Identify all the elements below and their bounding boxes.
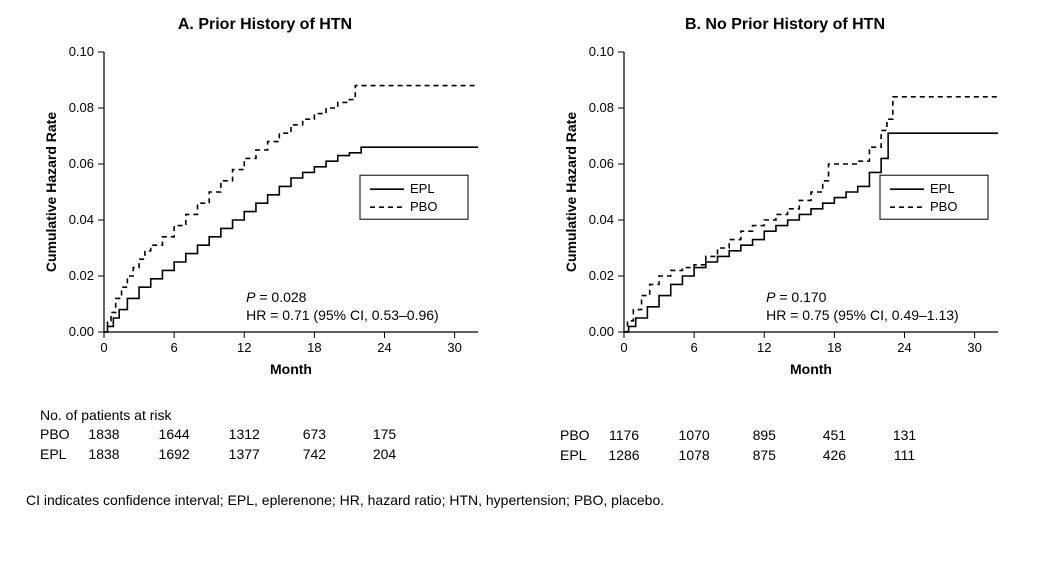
svg-text:0.04: 0.04	[69, 212, 94, 227]
svg-text:0.02: 0.02	[589, 268, 614, 283]
risk-label-pbo: PBO	[560, 426, 590, 445]
svg-text:Month: Month	[270, 361, 312, 377]
stats-p: P = 0.170	[766, 289, 827, 305]
stats-hr: HR = 0.75 (95% CI, 0.49–1.13)	[766, 307, 959, 323]
svg-text:Cumulative Hazard Rate: Cumulative Hazard Rate	[563, 112, 579, 272]
svg-text:24: 24	[897, 340, 911, 355]
risk-cell: 895	[753, 426, 776, 445]
svg-text:0.10: 0.10	[69, 44, 94, 59]
svg-text:0.06: 0.06	[69, 156, 94, 171]
risk-row-pbo: PBO 1176 1070 895 451 131	[560, 426, 1010, 446]
stats-hr: HR = 0.71 (95% CI, 0.53–0.96)	[246, 307, 439, 323]
svg-text:0.04: 0.04	[589, 212, 614, 227]
risk-row-epl: EPL 1286 1078 875 426 111	[560, 446, 1010, 466]
risk-cell: 1838	[88, 425, 119, 444]
risk-cell: 1377	[229, 445, 260, 464]
legend-epl-label: EPL	[930, 181, 955, 196]
risk-cell: 673	[303, 425, 326, 444]
svg-text:0.08: 0.08	[69, 100, 94, 115]
svg-text:0: 0	[620, 340, 627, 355]
panel-b-plot: 0.00 0.02 0.04 0.06 0.08 0.10 0 6 12 18 24 30 Cumula…	[560, 42, 1010, 385]
svg-text:18: 18	[827, 340, 841, 355]
svg-text:Month: Month	[790, 361, 832, 377]
risk-label-epl: EPL	[560, 446, 586, 465]
risk-cell: 742	[303, 445, 326, 464]
legend-epl-label: EPL	[410, 181, 435, 196]
risk-cell: 1176	[609, 426, 639, 445]
panel-b: B. No Prior History of HTN 0.000.020.040…	[560, 16, 1010, 385]
panel-b-title: B. No Prior History of HTN	[560, 16, 1010, 34]
risk-cell: 1838	[88, 445, 119, 464]
risk-cell: 175	[373, 425, 396, 444]
panel-b-svg: 0.00 0.02 0.04 0.06 0.08 0.10 0 6 12 18 24 30 Cumula…	[560, 42, 1010, 382]
risk-cell: 1644	[159, 425, 190, 444]
risk-row-pbo: PBO 1838 1644 1312 673 175	[40, 425, 490, 445]
risk-block-a: No. of patients at risk PBO 1838 1644 1312 6…	[40, 407, 490, 466]
risk-cell: 875	[753, 446, 776, 465]
panel-a: A. Prior History of HTN 0.00 0.02 0.04 0.06…	[40, 16, 490, 385]
risk-cell: 131	[893, 426, 916, 445]
svg-text:Cumulative Hazard Rate: Cumulative Hazard Rate	[43, 112, 59, 272]
risk-tables: No. of patients at risk PBO 1838 1644 1312 6…	[20, 407, 1030, 466]
stats-p: P = 0.028	[246, 289, 307, 305]
legend-pbo-label: PBO	[410, 199, 437, 214]
risk-cell: 451	[823, 426, 846, 445]
risk-cell: 1692	[159, 445, 190, 464]
panels-container: A. Prior History of HTN 0.00 0.02 0.04 0.06…	[20, 16, 1030, 385]
risk-cell: 426	[823, 446, 846, 465]
risk-row-epl: EPL 1838 1692 1377 742 204	[40, 445, 490, 465]
panel-a-plot: 0.00 0.02 0.04 0.06 0.08 0.10 0 6 12 18 24 30 Cumula…	[40, 42, 490, 385]
svg-text:30: 30	[447, 340, 461, 355]
panel-a-svg: 0.00 0.02 0.04 0.06 0.08 0.10 0 6 12 18 24 30 Cumula…	[40, 42, 490, 382]
svg-text:0.10: 0.10	[589, 44, 614, 59]
risk-cell: 1286	[608, 446, 639, 465]
svg-text:6: 6	[171, 340, 178, 355]
footnote: CI indicates confidence interval; EPL, e…	[20, 492, 1030, 508]
svg-text:12: 12	[757, 340, 771, 355]
svg-text:0.02: 0.02	[69, 268, 94, 283]
risk-block-b: PBO 1176 1070 895 451 131 EPL 1286 1078 875 426 111	[560, 407, 1010, 466]
risk-header: No. of patients at risk	[40, 407, 490, 423]
svg-text:12: 12	[237, 340, 251, 355]
risk-label-epl: EPL	[40, 445, 66, 464]
svg-text:6: 6	[691, 340, 698, 355]
risk-label-pbo: PBO	[40, 425, 70, 444]
svg-text:18: 18	[307, 340, 321, 355]
risk-cell: 111	[894, 446, 915, 465]
svg-text:30: 30	[967, 340, 981, 355]
svg-text:0: 0	[100, 340, 107, 355]
panel-a-title: A. Prior History of HTN	[40, 16, 490, 34]
svg-text:0.00: 0.00	[69, 324, 94, 339]
svg-text:0.08: 0.08	[589, 100, 614, 115]
svg-text:0.00: 0.00	[589, 324, 614, 339]
svg-text:24: 24	[377, 340, 391, 355]
risk-cell: 1078	[679, 446, 710, 465]
risk-cell: 1070	[679, 426, 710, 445]
legend-pbo-label: PBO	[930, 199, 957, 214]
risk-cell: 1312	[229, 425, 260, 444]
svg-text:0.06: 0.06	[589, 156, 614, 171]
risk-cell: 204	[373, 445, 396, 464]
